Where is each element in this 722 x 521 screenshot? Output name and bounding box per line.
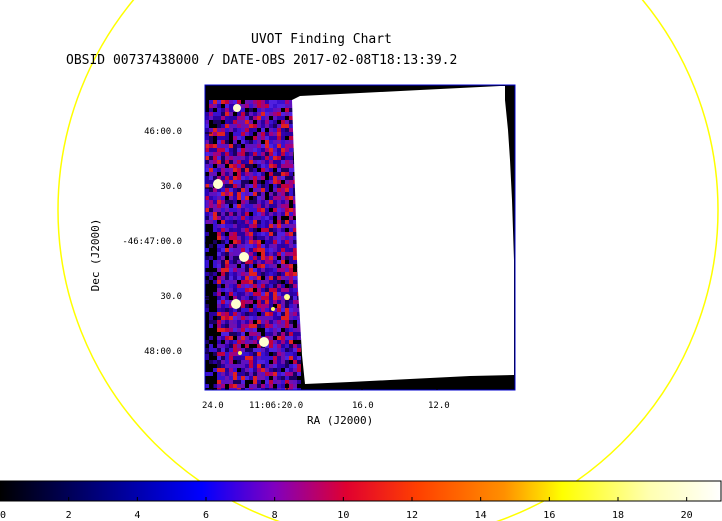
- image-noise-strip: [205, 100, 301, 390]
- colorbar-tick-label: 16: [543, 510, 556, 521]
- x-axis-label: RA (J2000): [307, 414, 374, 427]
- star-source: [238, 351, 242, 355]
- colorbar-gradient: [0, 480, 722, 502]
- colorbar-tick-label: 10: [337, 510, 350, 521]
- colorbar-tick-label: 4: [134, 510, 141, 521]
- dec-tick-label: 30.0: [160, 182, 182, 192]
- star-source: [271, 307, 275, 311]
- dec-tick-label: 30.0: [160, 292, 182, 302]
- star-source: [284, 294, 290, 300]
- ra-tick-marks: [212, 383, 438, 390]
- colorbar-tick-label: 6: [202, 510, 210, 521]
- star-source: [239, 252, 249, 262]
- field-of-view-circle: [57, 0, 719, 521]
- star-source: [259, 337, 269, 347]
- dec-tick-marks: [205, 132, 212, 354]
- dec-tick-label: 46:00.0: [144, 127, 182, 137]
- ra-tick-label: 16.0: [352, 401, 374, 411]
- image-border: [204, 84, 516, 391]
- ra-tick-label: 24.0: [202, 401, 224, 411]
- bright-sources: [213, 104, 290, 355]
- image-white-region: [292, 86, 514, 384]
- ra-tick-label: 12.0: [428, 401, 450, 411]
- colorbar-tick-label: 18: [611, 510, 625, 521]
- y-axis-label: Dec (J2000): [89, 218, 102, 292]
- colorbar-tick-label: 0: [0, 510, 7, 521]
- dec-tick-label: -46:47:00.0: [122, 237, 182, 247]
- star-source: [213, 179, 223, 189]
- colorbar-tick-label: 12: [405, 510, 419, 521]
- ra-tick-label: 11:06:20.0: [249, 401, 304, 411]
- star-source: [233, 104, 241, 112]
- colorbar-tick-label: 14: [474, 510, 487, 521]
- dec-tick-label: 48:00.0: [144, 347, 182, 357]
- chart-title: UVOT Finding Chart: [251, 32, 392, 47]
- chart-subtitle: OBSID 00737438000 / DATE-OBS 2017-02-08T…: [66, 53, 458, 68]
- star-source: [231, 299, 241, 309]
- colorbar-tick-marks: [0, 497, 688, 501]
- colorbar-tick-label: 2: [65, 510, 72, 521]
- colorbar-tick-label: 20: [680, 510, 693, 521]
- colorbar-tick-label: 8: [271, 510, 278, 521]
- image-frame: [204, 84, 516, 391]
